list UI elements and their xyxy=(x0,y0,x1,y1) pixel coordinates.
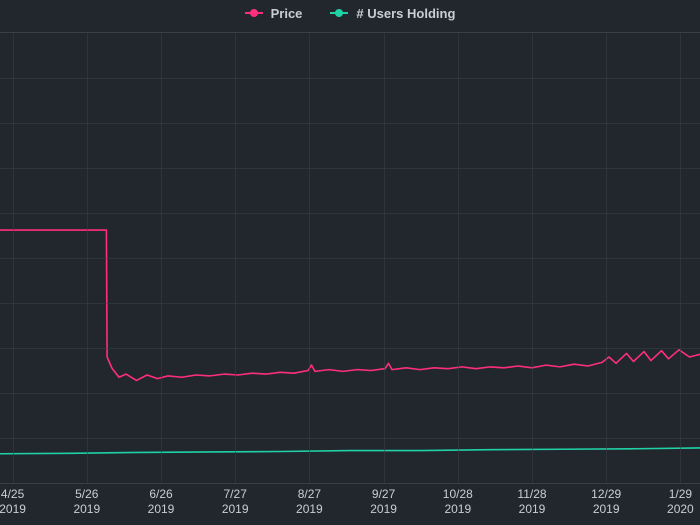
legend-item-price[interactable]: Price xyxy=(245,6,303,21)
h-gridline xyxy=(0,393,700,394)
h-gridline xyxy=(0,258,700,259)
legend-item-users[interactable]: # Users Holding xyxy=(330,6,455,21)
x-tick-label: 6/262019 xyxy=(148,487,175,517)
legend-label-price: Price xyxy=(271,6,303,21)
x-tick-label: 12/292019 xyxy=(591,487,621,517)
price-users-chart: Price # Users Holding 4/252019 5/262019 6/… xyxy=(0,0,700,525)
v-gridline xyxy=(680,33,681,483)
legend-marker-price xyxy=(245,9,263,17)
v-gridline xyxy=(87,33,88,483)
x-tick-label: 11/282019 xyxy=(517,487,546,517)
h-gridline xyxy=(0,438,700,439)
x-tick-label: 8/272019 xyxy=(296,487,323,517)
plot-area xyxy=(0,32,700,484)
x-tick-label: 4/252019 xyxy=(0,487,26,517)
v-gridline xyxy=(13,33,14,483)
chart-legend: Price # Users Holding xyxy=(0,0,700,26)
x-tick-label: 7/272019 xyxy=(222,487,249,517)
x-tick-label: 10/282019 xyxy=(443,487,473,517)
v-gridline xyxy=(384,33,385,483)
v-gridline xyxy=(161,33,162,483)
h-gridline xyxy=(0,348,700,349)
h-gridline xyxy=(0,123,700,124)
x-axis-labels: 4/252019 5/262019 6/262019 7/272019 8/272019… xyxy=(0,487,700,525)
v-gridline xyxy=(235,33,236,483)
series-users-line xyxy=(0,448,700,454)
legend-marker-users xyxy=(330,9,348,17)
h-gridline xyxy=(0,168,700,169)
h-gridline xyxy=(0,303,700,304)
x-tick-label: 1/292020 xyxy=(667,487,694,517)
v-gridline xyxy=(458,33,459,483)
x-tick-label: 5/262019 xyxy=(73,487,100,517)
h-gridline xyxy=(0,213,700,214)
v-gridline xyxy=(309,33,310,483)
series-price-line xyxy=(0,230,700,380)
v-gridline xyxy=(606,33,607,483)
v-gridline xyxy=(532,33,533,483)
h-gridline xyxy=(0,78,700,79)
x-tick-label: 9/272019 xyxy=(370,487,397,517)
legend-label-users: # Users Holding xyxy=(356,6,455,21)
